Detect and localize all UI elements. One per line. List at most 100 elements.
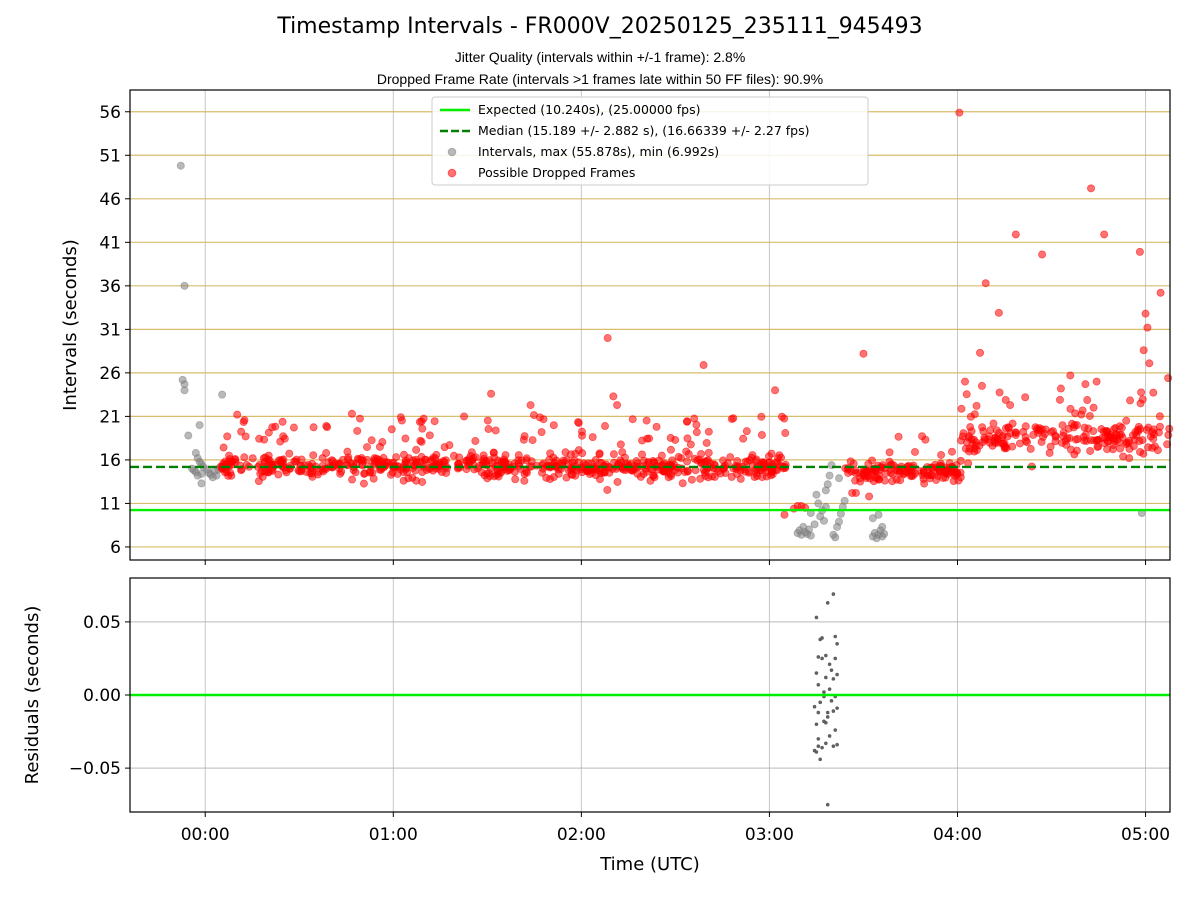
data-point [820, 745, 824, 750]
data-point [965, 447, 974, 456]
data-point [666, 445, 675, 454]
data-point [878, 522, 887, 531]
data-point [412, 445, 421, 454]
data-point [1008, 419, 1017, 428]
data-point [1136, 399, 1145, 408]
data-point [666, 469, 675, 478]
data-point [491, 426, 500, 435]
data-point [519, 435, 528, 444]
legend-label: Expected (10.240s), (25.00000 fps) [478, 102, 700, 117]
data-point [831, 533, 840, 542]
data-point [697, 458, 706, 467]
data-point [418, 477, 427, 486]
data-point [733, 456, 742, 465]
data-point [416, 436, 425, 445]
data-point [820, 636, 824, 640]
y-axis-label: Intervals (seconds) [60, 239, 81, 411]
data-point [894, 432, 903, 441]
data-point [822, 690, 826, 694]
data-point [682, 417, 691, 426]
data-point [683, 466, 692, 475]
data-point [318, 454, 327, 463]
data-point [195, 421, 204, 430]
data-point [814, 722, 819, 727]
data-point [471, 437, 480, 446]
data-point [355, 414, 364, 423]
data-point [921, 435, 930, 444]
data-point [888, 470, 897, 479]
x-tick-label: 03:00 [745, 825, 794, 845]
data-point [566, 450, 575, 459]
data-point [979, 427, 988, 436]
data-point [704, 473, 713, 482]
y-tick-label: −0.05 [69, 759, 121, 779]
data-point [956, 468, 965, 477]
data-point [387, 425, 396, 434]
data-point [863, 467, 872, 476]
data-point [835, 706, 839, 710]
data-point [440, 443, 449, 452]
data-point [1040, 429, 1049, 438]
data-point [248, 454, 257, 463]
data-point [241, 432, 250, 441]
data-point [1165, 424, 1174, 433]
data-point [806, 531, 815, 540]
y-tick-label: 26 [99, 364, 121, 384]
data-point [367, 436, 376, 445]
data-point [683, 434, 692, 443]
data-point [825, 715, 830, 719]
y-tick-label: 46 [99, 190, 121, 210]
data-point [549, 421, 558, 430]
data-point [399, 450, 408, 459]
data-point [1153, 446, 1162, 455]
data-point [992, 426, 1001, 435]
data-point [542, 473, 551, 482]
data-point [1089, 403, 1098, 412]
data-point [1023, 438, 1032, 447]
data-point [1100, 230, 1109, 239]
data-point [1059, 428, 1068, 437]
residuals-plot-panel: −0.05 0.00 0.05 00:00 01:00 02:00 03:00 04:00 05… [22, 577, 1171, 875]
data-point [1086, 446, 1095, 455]
data-point [831, 744, 836, 748]
data-point [1145, 359, 1154, 368]
chart-subtitle-dropped: Dropped Frame Rate (intervals >1 frames … [376, 71, 824, 87]
data-point [1156, 288, 1165, 297]
data-point [829, 699, 834, 703]
data-point [836, 509, 845, 518]
data-point [535, 413, 544, 422]
data-point [574, 458, 583, 467]
data-point [528, 436, 537, 445]
data-point [1021, 393, 1030, 402]
data-point [771, 386, 780, 395]
data-point [520, 476, 529, 485]
y-tick-label: 31 [99, 320, 121, 340]
legend-marker-swatch [447, 147, 457, 157]
data-point [264, 451, 273, 460]
data-point [649, 471, 658, 480]
data-point [935, 467, 944, 476]
data-point [692, 420, 701, 429]
data-point [1001, 395, 1010, 404]
data-point [601, 422, 610, 431]
data-point [829, 668, 834, 672]
data-point [471, 453, 480, 462]
data-point [970, 410, 979, 419]
data-point [489, 448, 498, 457]
data-point [831, 677, 836, 681]
data-point [840, 496, 849, 505]
data-point [683, 457, 692, 466]
data-point [910, 447, 919, 456]
data-point [1164, 374, 1173, 383]
data-point [180, 281, 189, 290]
data-point [415, 417, 424, 426]
data-point [613, 477, 622, 486]
data-point [1117, 423, 1126, 432]
data-point [666, 433, 675, 442]
data-point [827, 687, 832, 691]
data-point [957, 404, 966, 413]
legend-label: Intervals, max (55.878s), min (6.992s) [478, 144, 719, 159]
data-point [750, 473, 759, 482]
data-point [351, 468, 360, 477]
data-point [609, 392, 618, 401]
